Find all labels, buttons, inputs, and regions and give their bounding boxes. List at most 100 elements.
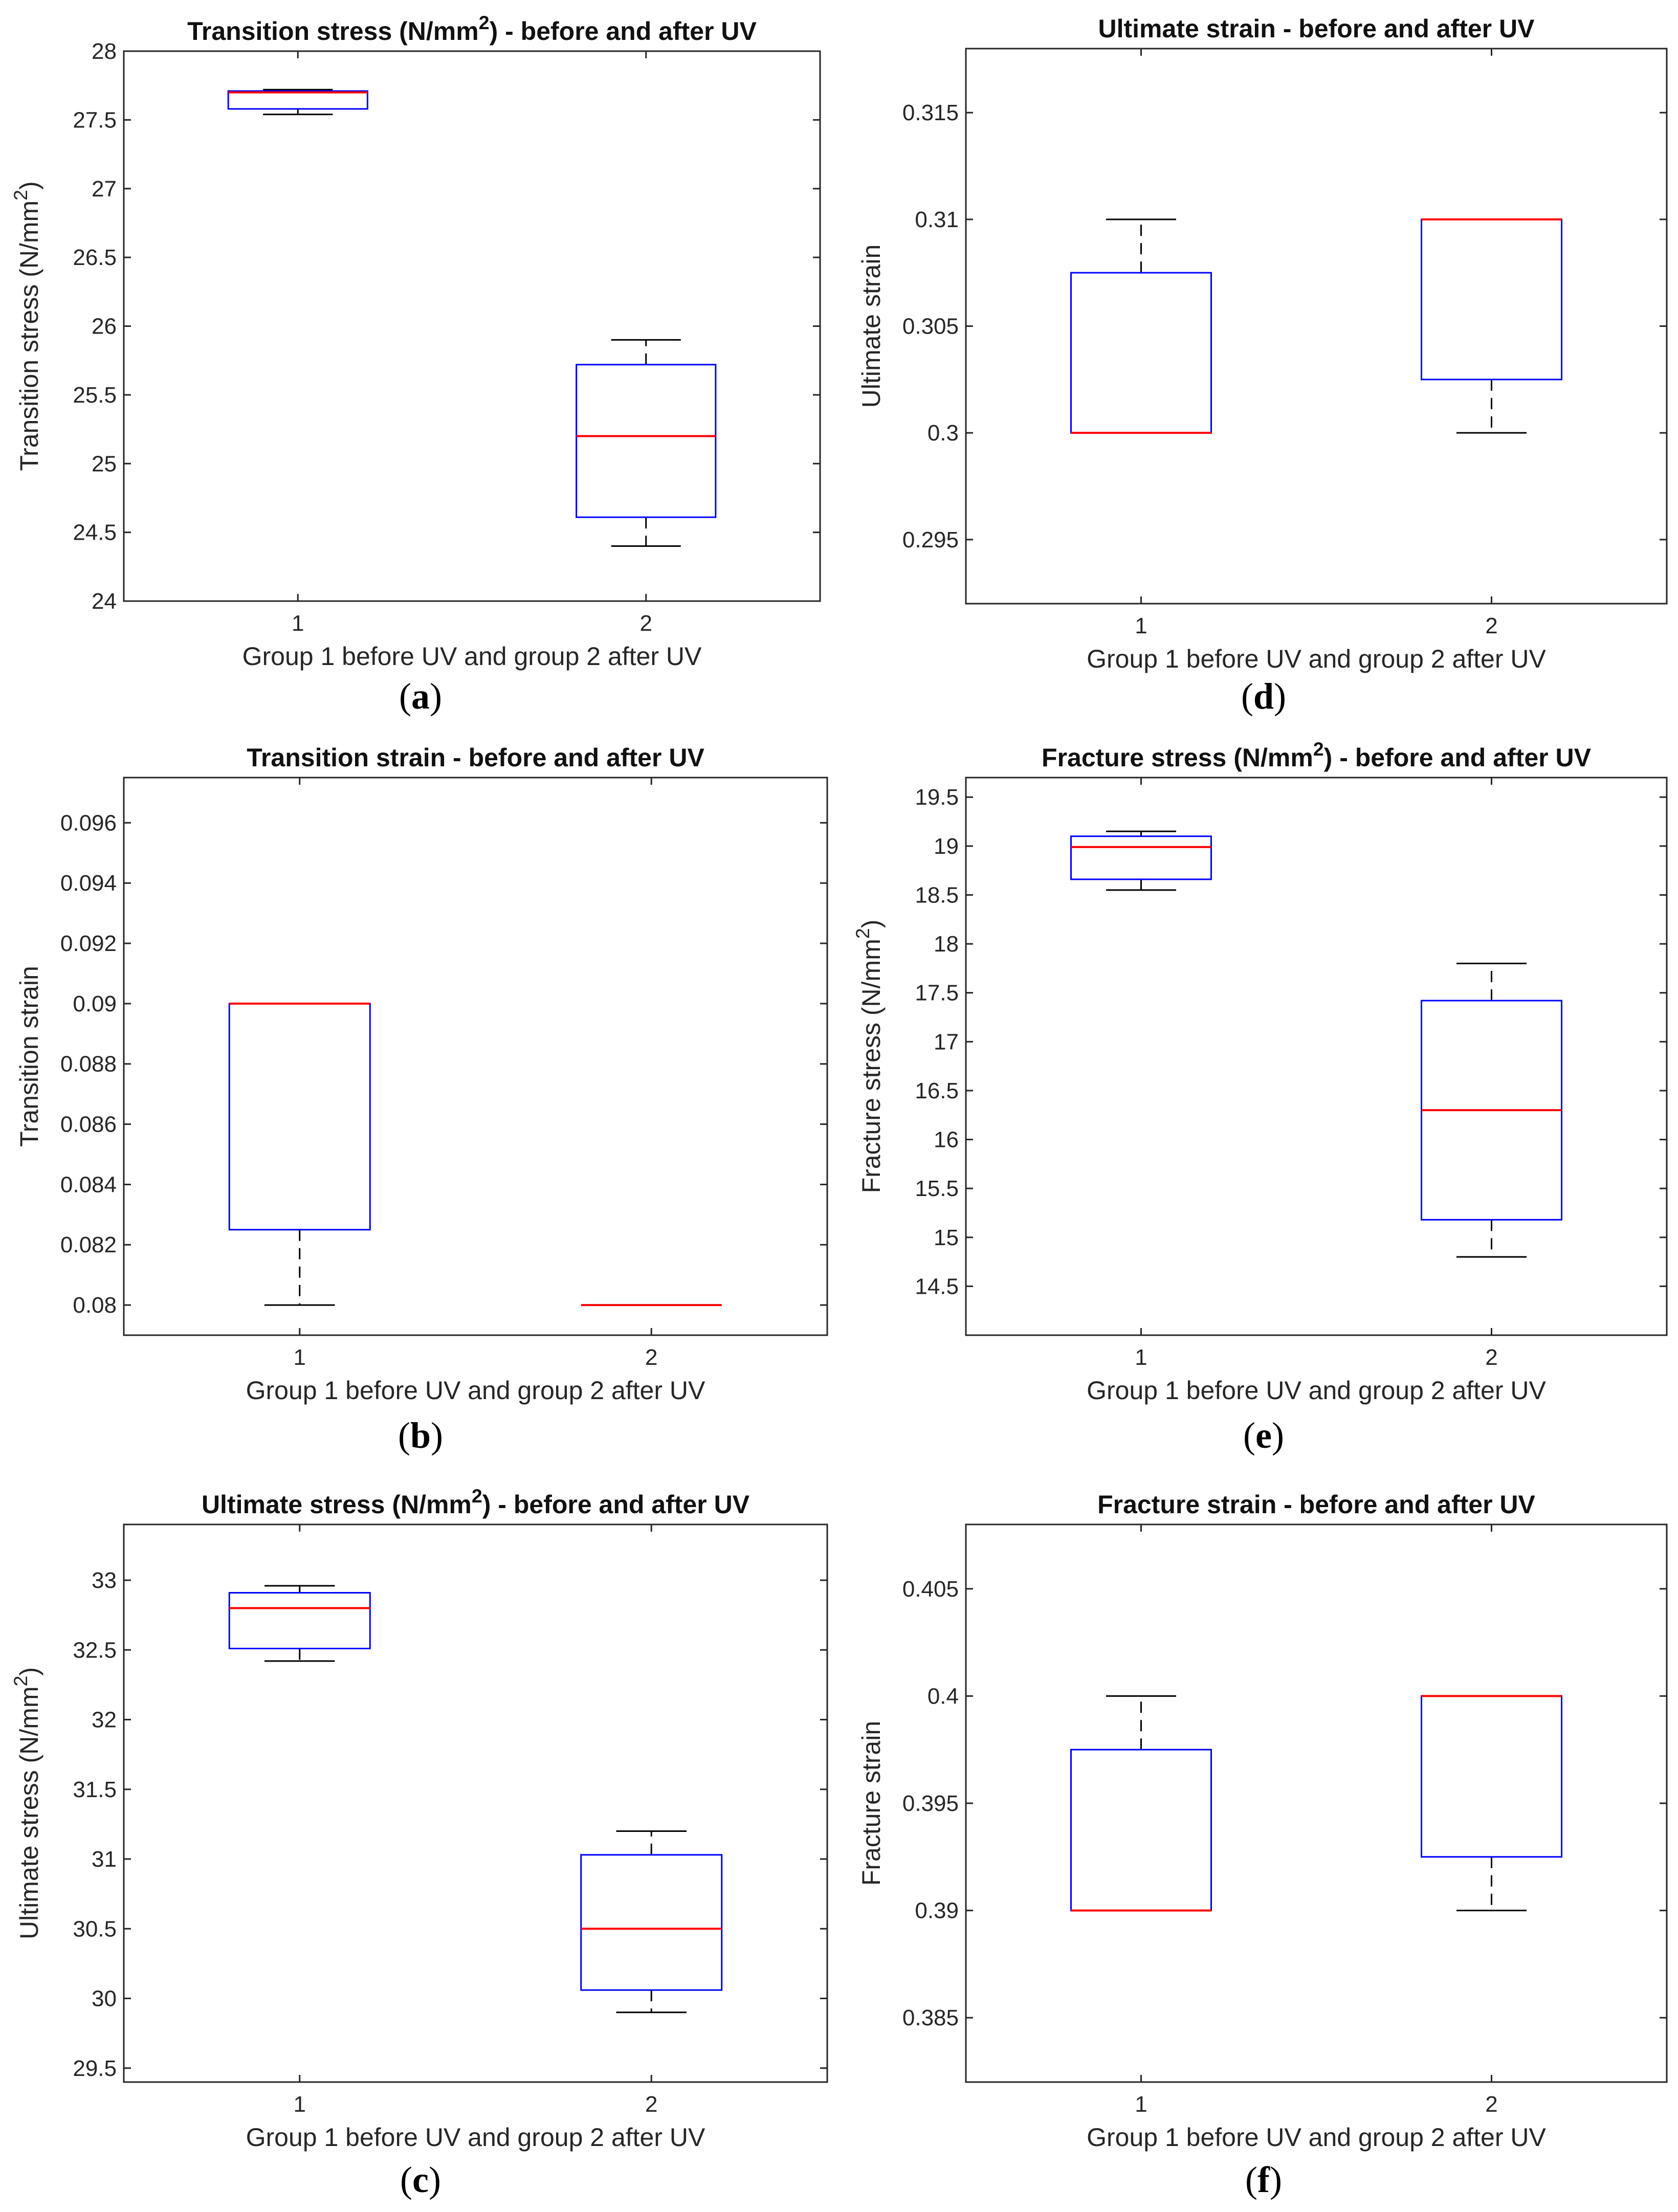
- y-tick-label: 19.5: [915, 785, 959, 810]
- axes-frame: [965, 777, 1668, 1336]
- y-tick-label: 16: [934, 1127, 959, 1153]
- y-tick-label: 15.5: [915, 1176, 959, 1201]
- chart-panel-d: 0.295 0.3 0.305 0.31 0.315 1 2 Ultimate strain …: [857, 14, 1668, 673]
- y-tick-label: 0.094: [60, 871, 117, 896]
- y-tick-label: 0.31: [915, 207, 959, 232]
- box-group-2: [1421, 218, 1562, 434]
- y-tick-label: 26.5: [73, 245, 117, 270]
- y-tick-label: 24: [92, 589, 117, 614]
- panel-label-a: (a): [399, 676, 442, 717]
- y-tick-label: 0.405: [902, 1577, 959, 1602]
- y-tick-label: 0.315: [902, 100, 959, 125]
- axes-frame: [123, 1523, 828, 2083]
- y-tick-label: 0.385: [902, 2005, 959, 2030]
- panel-label-d: (d): [1241, 676, 1286, 717]
- iqr-box: [576, 364, 717, 518]
- box-group-1: [228, 1585, 371, 1662]
- y-tick-label: 17: [934, 1029, 959, 1054]
- y-tick-label: 29.5: [73, 2056, 117, 2081]
- box-group-1: [228, 1002, 371, 1306]
- y-tick-label: 15: [934, 1225, 959, 1250]
- y-tick-label: 0.3: [928, 421, 959, 446]
- box-group-2: [1421, 962, 1562, 1258]
- y-tick-label: 30: [92, 1986, 117, 2011]
- y-tick-label: 0.096: [60, 810, 117, 835]
- x-tick-label: 1: [294, 1345, 306, 1370]
- iqr-box: [580, 1854, 723, 1991]
- y-tick-label: 0.084: [60, 1172, 117, 1197]
- y-tick-label: 25: [92, 451, 117, 476]
- panel-label-f: (f): [1245, 2159, 1282, 2200]
- chart-title: Ultimate stress (N/mm2) - before and aft…: [202, 1485, 750, 1519]
- chart-title: Ultimate strain - before and after UV: [1098, 14, 1535, 43]
- x-tick-label: 2: [1485, 2092, 1497, 2117]
- y-tick-label: 30.5: [73, 1916, 117, 1941]
- y-tick-label: 16.5: [915, 1078, 959, 1103]
- x-tick-label: 2: [640, 611, 652, 636]
- chart-title: Transition stress (N/mm2) - before and a…: [187, 12, 757, 46]
- y-tick-label: 28: [92, 39, 117, 64]
- chart-title: Fracture stress (N/mm2) - before and aft…: [1042, 738, 1592, 772]
- y-tick-label: 17.5: [915, 981, 959, 1006]
- y-tick-label: 0.305: [902, 314, 959, 339]
- y-tick-label: 0.295: [902, 527, 959, 552]
- box-group-2: [1421, 1695, 1562, 1912]
- y-tick-label: 0.088: [60, 1052, 117, 1077]
- y-axis-label: Fracture stress (N/mm2): [852, 920, 886, 1193]
- iqr-box: [228, 1592, 371, 1650]
- box-group-1: [1070, 218, 1212, 434]
- x-tick-label: 1: [1135, 613, 1147, 638]
- y-axis-label: Fracture strain: [857, 1721, 886, 1886]
- y-tick-label: 18: [934, 932, 959, 957]
- y-axis-label: Transition stress (N/mm2): [10, 181, 43, 471]
- chart-panel-e: 14.5 15 15.5 16 16.5 17 17.5 18 18.5 19 19.5 1 2 Frac…: [852, 738, 1668, 1405]
- y-tick-label: 18.5: [915, 882, 959, 908]
- y-tick-label: 0.08: [73, 1293, 117, 1318]
- iqr-box: [227, 90, 368, 110]
- y-tick-label: 31: [92, 1847, 117, 1872]
- box-group-2: [580, 1830, 723, 2014]
- x-axis-label: Group 1 before UV and group 2 after UV: [242, 642, 702, 671]
- y-tick-label: 0.395: [902, 1791, 959, 1816]
- x-axis-label: Group 1 before UV and group 2 after UV: [246, 2123, 705, 2152]
- y-tick-label: 0.086: [60, 1112, 117, 1137]
- y-tick-label: 27: [92, 176, 117, 202]
- axes-frame: [123, 50, 821, 602]
- box-group-2: [576, 339, 717, 547]
- y-axis-label: Ultimate strain: [857, 245, 886, 408]
- x-tick-label: 1: [292, 611, 304, 636]
- x-tick-label: 1: [294, 2092, 306, 2117]
- box-group-1: [1070, 1695, 1212, 1912]
- y-tick-label: 33: [92, 1568, 117, 1593]
- y-tick-label: 0.082: [60, 1232, 117, 1257]
- chart-title: Transition strain - before and after UV: [247, 743, 704, 772]
- x-tick-label: 1: [1135, 2092, 1147, 2117]
- y-tick-label: 0.4: [928, 1684, 959, 1709]
- panel-label-b: (b): [398, 1415, 443, 1456]
- panel-label-e: (e): [1243, 1415, 1284, 1456]
- x-axis-label: Group 1 before UV and group 2 after UV: [1087, 2123, 1546, 2152]
- chart-title: Fracture strain - before and after UV: [1097, 1490, 1535, 1519]
- x-tick-label: 2: [1485, 1345, 1497, 1370]
- x-axis-label: Group 1 before UV and group 2 after UV: [1087, 645, 1546, 673]
- y-axis-label: Ultimate stress (N/mm2): [10, 1667, 43, 1939]
- chart-panel-f: 0.385 0.39 0.395 0.4 0.405 1 2 Fracture strain …: [857, 1490, 1668, 2152]
- iqr-box: [1070, 835, 1212, 880]
- axes-frame: [123, 777, 828, 1336]
- y-tick-label: 0.39: [915, 1898, 959, 1923]
- y-tick-label: 14.5: [915, 1274, 959, 1299]
- x-axis-label: Group 1 before UV and group 2 after UV: [1087, 1376, 1546, 1405]
- y-tick-label: 26: [92, 314, 117, 339]
- chart-panel-c: 29.5 30 30.5 31 31.5 32 32.5 33 1 2 Ultimate stres…: [10, 1485, 828, 2152]
- y-axis-label: Transition strain: [15, 966, 43, 1147]
- x-tick-label: 2: [645, 2092, 657, 2117]
- panel-label-c: (c): [400, 2159, 441, 2200]
- box-group-1: [227, 89, 368, 116]
- x-tick-label: 1: [1135, 1345, 1147, 1370]
- y-tick-label: 19: [934, 834, 959, 859]
- chart-panel-a: 24 24.5 25 25.5 26 26.5 27 27.5 28 1 2 Transition s…: [10, 12, 821, 671]
- y-tick-label: 31.5: [73, 1777, 117, 1802]
- y-tick-label: 32: [92, 1708, 117, 1733]
- box-group-1: [1070, 830, 1212, 891]
